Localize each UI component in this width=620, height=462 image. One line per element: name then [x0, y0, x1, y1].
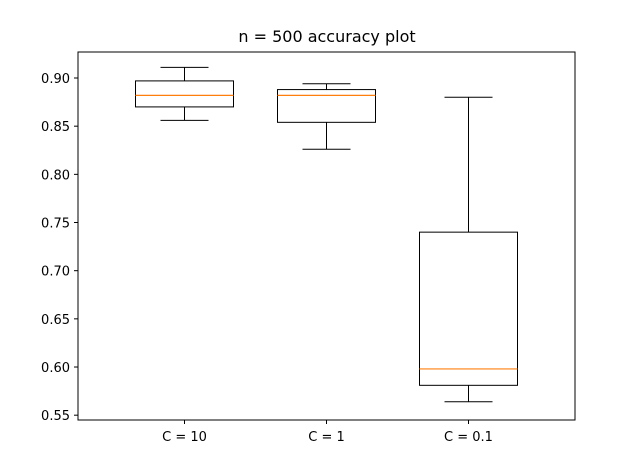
x-axis: C = 10 C = 1 C = 0.1 — [162, 420, 493, 445]
x-tick-label: C = 0.1 — [444, 430, 493, 445]
box-iqr — [277, 89, 376, 123]
box-group — [277, 83, 376, 150]
y-tick-label: 0.80 — [41, 168, 70, 183]
y-tick-label: 0.85 — [41, 120, 70, 135]
plot-area — [135, 66, 518, 403]
y-tick-label: 0.60 — [41, 361, 70, 376]
box-iqr — [135, 80, 234, 108]
y-axis: 0.55 0.60 0.65 0.70 0.75 0.80 0.85 0.90 — [41, 72, 78, 424]
plot-frame — [77, 51, 576, 421]
y-tick-label: 0.55 — [41, 409, 70, 424]
y-tick-label: 0.75 — [41, 217, 70, 232]
y-tick-label: 0.90 — [41, 72, 70, 87]
box-iqr — [419, 231, 518, 386]
box-group — [419, 96, 518, 403]
y-tick-label: 0.70 — [41, 265, 70, 280]
x-tick-label: C = 1 — [308, 430, 345, 445]
y-tick-label: 0.65 — [41, 313, 70, 328]
box-group — [135, 66, 234, 121]
chart-title: n = 500 accuracy plot — [238, 27, 415, 46]
x-tick-label: C = 10 — [162, 430, 207, 445]
